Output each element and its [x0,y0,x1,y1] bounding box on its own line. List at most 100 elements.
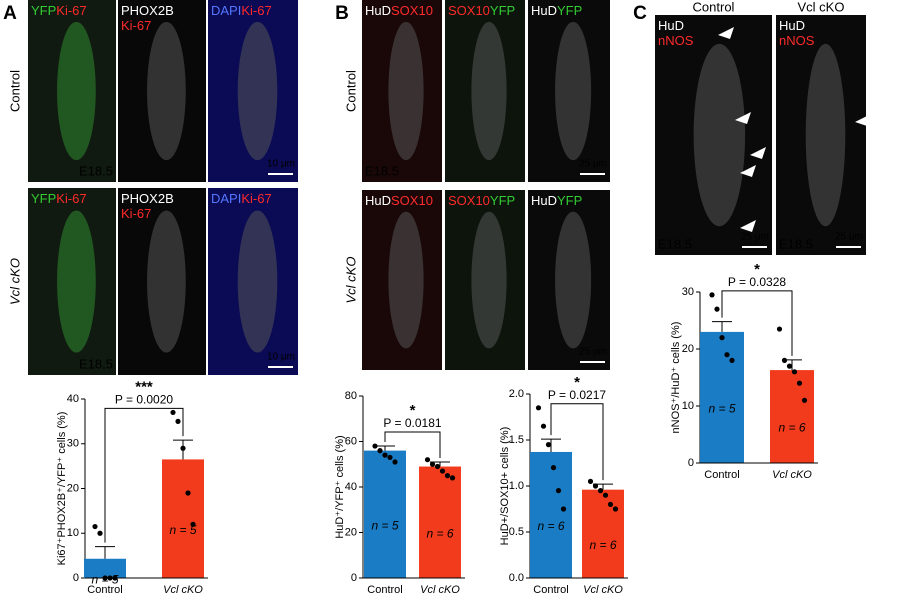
channel-name: Ki-67 [56,3,86,18]
arrowhead [718,27,734,39]
significance-bracket [384,431,441,458]
data-point [796,380,803,386]
bar [700,331,744,463]
y-tick-label: 30 [682,286,694,298]
data-point [540,423,547,429]
stage-label: E18.5 [658,236,692,251]
cell-cluster [147,21,186,161]
bar [770,370,814,463]
panel-letter: A [3,3,17,24]
bar [530,451,572,578]
panel-letter: B [335,3,349,24]
p-value: P = 0.0020 [115,393,173,407]
cell-cluster [471,21,507,161]
cell-cluster [555,211,592,349]
n-label: n = 6 [537,519,564,533]
data-point [607,501,614,507]
channel-name: Ki-67 [121,206,151,221]
data-point [382,452,388,458]
y-tick-label: 0 [351,572,357,584]
x-tick-label: Control [367,584,402,596]
data-point [535,405,542,411]
channel-name: Ki-67 [241,3,271,18]
y-tick-label: 60 [345,435,357,447]
n-label: n = 5 [169,523,196,537]
cell-cluster [805,43,846,227]
arrowhead [750,147,766,159]
channel-label: DAPIKi-67 [211,3,272,18]
channel-name: YFP [557,193,582,208]
channel-name: YFP [490,3,515,18]
n-label: n = 6 [589,538,616,552]
data-point [781,357,788,363]
channel-name: HuD [531,193,557,208]
y-tick-label: 80 [345,390,357,402]
scale-label: 10 μm [267,159,295,170]
x-tick-label: Vcl cKO [772,469,812,481]
p-value: P = 0.0181 [383,416,441,430]
channel-label: nNOS [658,33,694,48]
significance: * [574,374,580,391]
channel-label: PHOX2B [121,191,174,206]
channel-name: DAPI [211,191,241,206]
y-tick-label: 2.0 [509,388,524,400]
row-label: Vcl cKO [343,257,358,304]
p-value: P = 0.0217 [548,388,606,402]
y-tick-label: 1.5 [509,434,524,446]
y-axis-label: HuD+/SOX10+ cells (%) [499,427,511,546]
scale-label: 25 μm [579,347,607,358]
channel-name: HuD [365,193,391,208]
data-point [392,459,398,465]
bar [84,558,126,578]
bar [162,459,204,578]
cell-cluster [57,21,96,161]
channel-label: DAPIKi-67 [211,191,272,206]
y-tick-label: 40 [67,393,79,405]
data-point [714,306,720,312]
channel-label: SOX10YFP [448,3,515,18]
channel-label: HuDYFP [531,3,582,18]
channel-name: DAPI [211,3,241,18]
significance: * [410,402,416,419]
cell-cluster [147,210,186,353]
channel-name: YFP [490,193,515,208]
x-tick-label: Control [533,584,568,596]
scale-label: 25 μm [835,232,863,243]
channel-label: PHOX2B [121,3,174,18]
y-tick-label: 0 [688,457,694,469]
y-tick-label: 10 [682,400,694,412]
channel-name: HuD [531,3,557,18]
data-point [449,475,456,481]
n-label: n = 5 [708,402,735,416]
channel-label: YFPKi-67 [31,191,87,206]
cell-cluster [388,21,424,161]
data-point [729,357,735,363]
channel-name: PHOX2B [121,191,174,206]
y-tick-label: 0 [73,572,79,584]
cell-cluster [693,43,746,227]
scale-label: 10 μm [267,352,295,363]
column-label: Vcl cKO [798,0,845,14]
channel-name: YFP [31,3,56,18]
cell-cluster [237,210,278,353]
channel-name: nNOS [779,33,815,48]
cell-cluster [471,211,507,349]
significance-bracket [104,407,184,543]
channel-label: HuDYFP [531,193,582,208]
arrowhead [735,112,751,124]
y-tick-label: 40 [345,481,357,493]
channel-label: nNOS [779,33,815,48]
channel-name: YFP [31,191,56,206]
significance: * [754,261,760,278]
row-label: Control [343,70,358,112]
y-tick-label: 30 [67,438,79,450]
arrowhead [740,220,756,232]
cell-cluster [555,21,592,161]
channel-name: HuD [658,18,684,33]
channel-label: Ki-67 [121,206,151,221]
data-point [180,445,186,451]
y-tick-label: 0.0 [509,572,524,584]
x-tick-label: Vcl cKO [420,584,460,596]
y-tick-label: 20 [345,526,357,538]
bar [364,450,406,578]
